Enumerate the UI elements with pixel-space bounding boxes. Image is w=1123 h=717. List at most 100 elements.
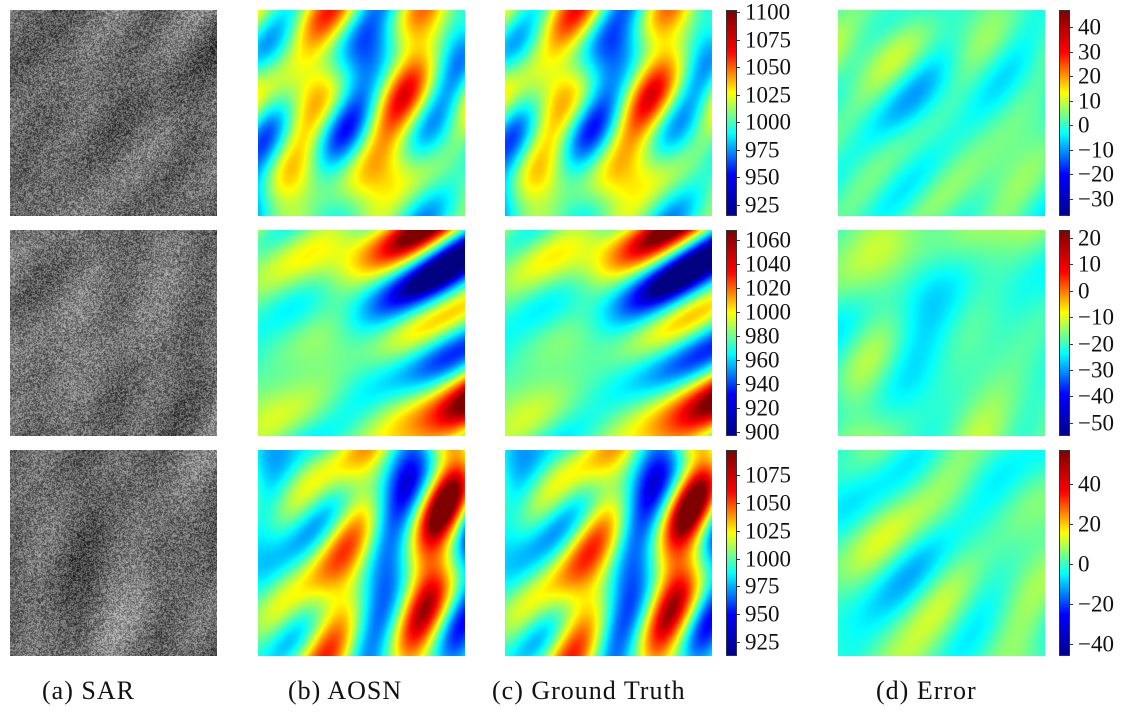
colorbar-tick-label: 40: [1078, 14, 1101, 40]
colorbar-tick-mark: [737, 149, 740, 151]
caption-error: (d) Error: [876, 676, 977, 705]
colorbar-tick-label: 10: [1078, 251, 1101, 277]
ground-truth-colorbar: [726, 230, 737, 436]
colorbar-tick-mark: [1070, 317, 1073, 319]
ground-truth-map: [505, 10, 712, 216]
colorbar-tick-label: 0: [1078, 112, 1090, 138]
colorbar-tick-mark: [1070, 174, 1073, 176]
colorbar-tick-label: −40: [1078, 631, 1114, 657]
colorbar-tick-mark: [737, 558, 740, 560]
aosn-prediction-map: [258, 450, 465, 656]
colorbar-tick-mark: [1070, 76, 1073, 78]
colorbar-tick-mark: [1070, 484, 1073, 485]
colorbar-tick-mark: [1070, 343, 1073, 345]
colorbar-tick-mark: [737, 613, 740, 615]
colorbar-tick-mark: [737, 336, 740, 337]
colorbar-tick-mark: [1070, 604, 1073, 605]
colorbar-tick-label: 1075: [745, 462, 791, 488]
colorbar-tick-label: −30: [1078, 357, 1114, 383]
colorbar-tick-label: 10: [1078, 88, 1101, 114]
colorbar-tick-mark: [1070, 369, 1073, 371]
colorbar-tick-mark: [737, 360, 740, 362]
error-colorbar: [1059, 230, 1070, 436]
colorbar-tick-mark: [1070, 149, 1073, 151]
colorbar-tick-mark: [737, 263, 740, 265]
colorbar-tick-label: 0: [1078, 551, 1090, 577]
colorbar-tick-mark: [737, 39, 740, 41]
colorbar-tick-mark: [1070, 422, 1073, 424]
caption-aosn: (b) AOSN: [288, 676, 403, 705]
colorbar-tick-label: −40: [1078, 383, 1114, 409]
sar-image: [10, 10, 217, 216]
colorbar-tick-mark: [1070, 237, 1073, 239]
colorbar-tick-mark: [737, 67, 740, 69]
colorbar-tick-label: 1075: [745, 27, 791, 53]
colorbar-tick-label: 925: [745, 629, 780, 655]
colorbar-tick-mark: [737, 503, 740, 505]
error-map: [838, 10, 1045, 216]
colorbar-tick-label: 975: [745, 573, 780, 599]
error-colorbar: [1059, 450, 1070, 656]
ground-truth-map: [505, 450, 712, 656]
colorbar-tick-mark: [737, 239, 740, 241]
colorbar-tick-mark: [737, 432, 740, 434]
colorbar-tick-label: 1000: [745, 546, 791, 572]
colorbar-tick-mark: [737, 122, 740, 124]
colorbar-tick-label: 20: [1078, 511, 1101, 537]
colorbar-tick-label: 950: [745, 164, 780, 190]
colorbar-tick-label: 1050: [745, 54, 791, 80]
colorbar-tick-mark: [737, 384, 740, 386]
colorbar-tick-label: 940: [745, 371, 780, 397]
colorbar-tick-label: 0: [1078, 278, 1090, 304]
colorbar-tick-mark: [737, 177, 740, 179]
error-map: [838, 450, 1045, 656]
colorbar-tick-label: 950: [745, 601, 780, 627]
colorbar-tick-label: −10: [1078, 137, 1114, 163]
colorbar-tick-label: −30: [1078, 186, 1114, 212]
colorbar-tick-mark: [1070, 100, 1073, 102]
colorbar-tick-mark: [1070, 564, 1073, 565]
colorbar-tick-mark: [737, 475, 740, 477]
aosn-prediction-map: [258, 10, 465, 216]
colorbar-tick-mark: [1070, 51, 1073, 53]
colorbar-tick-label: 1040: [745, 251, 791, 277]
colorbar-tick-mark: [1070, 125, 1073, 127]
caption-sar: (a) SAR: [42, 676, 135, 705]
colorbar-tick-mark: [737, 94, 740, 96]
error-colorbar: [1059, 10, 1070, 216]
colorbar-tick-mark: [737, 586, 740, 588]
colorbar-tick-mark: [1070, 264, 1073, 266]
colorbar-tick-label: 1050: [745, 490, 791, 516]
colorbar-tick-mark: [1070, 396, 1073, 398]
error-map: [838, 230, 1045, 436]
colorbar-tick-label: 920: [745, 395, 780, 421]
caption-ground-truth: (c) Ground Truth: [492, 676, 686, 705]
colorbar-tick-label: 30: [1078, 39, 1101, 65]
colorbar-tick-mark: [1070, 644, 1073, 645]
colorbar-tick-label: 1060: [745, 227, 791, 253]
colorbar-tick-mark: [737, 287, 740, 289]
colorbar-tick-label: 925: [745, 192, 780, 218]
sar-image: [10, 450, 217, 656]
colorbar-tick-mark: [737, 641, 740, 643]
colorbar-tick-label: 900: [745, 419, 780, 445]
colorbar-tick-label: 20: [1078, 63, 1101, 89]
colorbar-tick-mark: [1070, 290, 1073, 292]
colorbar-tick-label: 1025: [745, 518, 791, 544]
colorbar-tick-label: 980: [745, 323, 780, 349]
ground-truth-colorbar: [726, 10, 737, 216]
colorbar-tick-label: 960: [745, 347, 780, 373]
colorbar-tick-mark: [737, 408, 740, 410]
colorbar-tick-label: 975: [745, 137, 780, 163]
colorbar-tick-mark: [1070, 524, 1073, 525]
ground-truth-map: [505, 230, 712, 436]
colorbar-tick-label: 1100: [745, 0, 791, 25]
colorbar-tick-label: 1000: [745, 299, 791, 325]
colorbar-tick-mark: [1070, 198, 1073, 200]
colorbar-tick-label: −50: [1078, 410, 1114, 436]
colorbar-tick-mark: [737, 530, 740, 532]
sar-image: [10, 230, 217, 436]
colorbar-tick-label: 1025: [745, 82, 791, 108]
colorbar-tick-label: 1020: [745, 275, 791, 301]
colorbar-tick-mark: [737, 204, 740, 206]
